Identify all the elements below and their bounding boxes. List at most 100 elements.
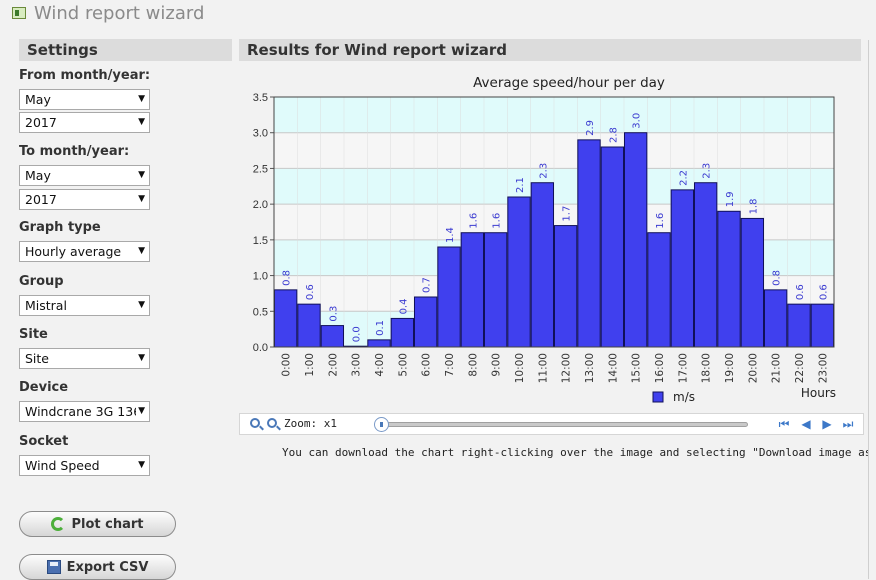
bar <box>787 303 811 348</box>
bar <box>320 325 344 348</box>
graph-type-select[interactable]: Hourly average ▼ <box>19 241 150 262</box>
to-year-value: 2017 <box>25 192 57 207</box>
x-tick-label: 23:00 <box>817 353 829 383</box>
bar <box>577 139 601 348</box>
x-tick-label: 0:00 <box>281 353 293 377</box>
group-label: Group <box>19 274 64 289</box>
plot-chart-button[interactable]: Plot chart <box>19 511 176 537</box>
bar <box>670 189 694 348</box>
to-label: To month/year: <box>19 144 130 159</box>
y-tick-label: 2.5 <box>253 163 268 175</box>
site-label: Site <box>19 327 48 342</box>
y-tick-label: 0.0 <box>253 342 268 354</box>
x-tick-label: 5:00 <box>397 353 409 377</box>
bar <box>810 303 835 348</box>
x-tick-label: 10:00 <box>514 353 526 383</box>
group-select[interactable]: Mistral ▼ <box>19 295 150 316</box>
legend-label: m/s <box>673 390 695 404</box>
data-label: 2.8 <box>608 127 619 143</box>
bar <box>600 146 624 348</box>
x-tick-label: 11:00 <box>537 353 549 383</box>
chevron-down-icon: ▼ <box>136 90 145 109</box>
x-tick-label: 1:00 <box>304 353 316 377</box>
from-month-select[interactable]: May ▼ <box>19 89 150 110</box>
app-title: Wind report wizard <box>34 2 205 24</box>
plot-chart-label: Plot chart <box>71 516 144 532</box>
scrollbar-edge <box>868 40 876 579</box>
x-tick-label: 9:00 <box>491 353 503 377</box>
bar <box>437 246 461 348</box>
bar <box>530 182 554 348</box>
x-tick-label: 16:00 <box>654 353 666 383</box>
y-tick-label: 2.0 <box>253 199 268 211</box>
settings-header: Settings <box>19 39 232 61</box>
data-label: 1.4 <box>445 227 456 243</box>
x-tick-label: 22:00 <box>794 353 806 383</box>
bar <box>740 217 764 348</box>
device-select[interactable]: Windcrane 3G 136 ▼ <box>19 401 150 422</box>
y-tick-label: 3.5 <box>253 92 268 104</box>
data-label: 0.6 <box>305 284 316 300</box>
to-year-select[interactable]: 2017 ▼ <box>19 189 150 210</box>
x-tick-label: 4:00 <box>374 353 386 377</box>
chevron-down-icon: ▼ <box>136 166 145 185</box>
bar <box>717 210 741 348</box>
zoom-slider-track[interactable] <box>380 422 748 427</box>
bar <box>414 296 438 348</box>
zoom-out-icon[interactable] <box>267 418 277 428</box>
first-page-icon[interactable]: ⏮ <box>778 417 790 431</box>
data-label: 0.3 <box>328 306 339 322</box>
refresh-icon <box>51 517 66 531</box>
site-value: Site <box>25 351 49 366</box>
download-hint: You can download the chart right-clickin… <box>282 446 876 459</box>
data-label: 1.6 <box>468 213 479 229</box>
data-label: 3.0 <box>632 113 643 129</box>
data-label: 1.9 <box>725 191 736 207</box>
group-value: Mistral <box>25 298 67 313</box>
bar <box>694 182 718 348</box>
data-label: 1.8 <box>748 199 759 215</box>
graph-type-label: Graph type <box>19 220 101 235</box>
zoom-in-icon[interactable] <box>250 418 260 428</box>
x-tick-label: 17:00 <box>677 353 689 383</box>
y-tick-label: 1.0 <box>253 271 268 283</box>
x-tick-label: 8:00 <box>467 353 479 377</box>
socket-value: Wind Speed <box>25 458 100 473</box>
plot-frame <box>273 96 835 348</box>
chart-title: Average speed/hour per day <box>473 75 665 91</box>
bar <box>367 339 391 348</box>
to-month-value: May <box>25 168 51 183</box>
from-year-value: 2017 <box>25 115 57 130</box>
x-tick-label: 2:00 <box>327 353 339 377</box>
device-value: Windcrane 3G 136 <box>25 404 142 419</box>
data-label: 0.8 <box>282 270 293 286</box>
chevron-down-icon: ▼ <box>136 402 145 421</box>
bar <box>764 289 788 348</box>
x-tick-label: 7:00 <box>444 353 456 377</box>
results-header: Results for Wind report wizard <box>239 39 861 61</box>
last-page-icon[interactable]: ⏭ <box>842 417 854 431</box>
data-label: 2.9 <box>585 120 596 136</box>
x-tick-label: 6:00 <box>421 353 433 377</box>
previous-icon[interactable]: ◀ <box>801 417 811 431</box>
chevron-down-icon: ▼ <box>136 296 145 315</box>
data-label: 1.6 <box>492 213 503 229</box>
site-select[interactable]: Site ▼ <box>19 348 150 369</box>
data-label: 0.1 <box>375 320 386 336</box>
x-axis-label: Hours <box>801 386 836 400</box>
save-disk-icon <box>46 560 61 574</box>
socket-select[interactable]: Wind Speed ▼ <box>19 455 150 476</box>
zoom-slider-handle[interactable] <box>374 417 389 432</box>
device-label: Device <box>19 380 69 395</box>
legend-swatch <box>652 391 664 403</box>
data-label: 1.6 <box>655 213 666 229</box>
x-tick-label: 20:00 <box>747 353 759 383</box>
app-header: Wind report wizard <box>12 2 204 24</box>
from-year-select[interactable]: 2017 ▼ <box>19 112 150 133</box>
to-month-select[interactable]: May ▼ <box>19 165 150 186</box>
x-tick-label: 3:00 <box>351 353 363 377</box>
next-icon[interactable]: ▶ <box>822 417 832 431</box>
y-tick-label: 1.5 <box>253 235 268 247</box>
export-csv-button[interactable]: Export CSV <box>19 554 176 580</box>
bar <box>297 303 321 348</box>
